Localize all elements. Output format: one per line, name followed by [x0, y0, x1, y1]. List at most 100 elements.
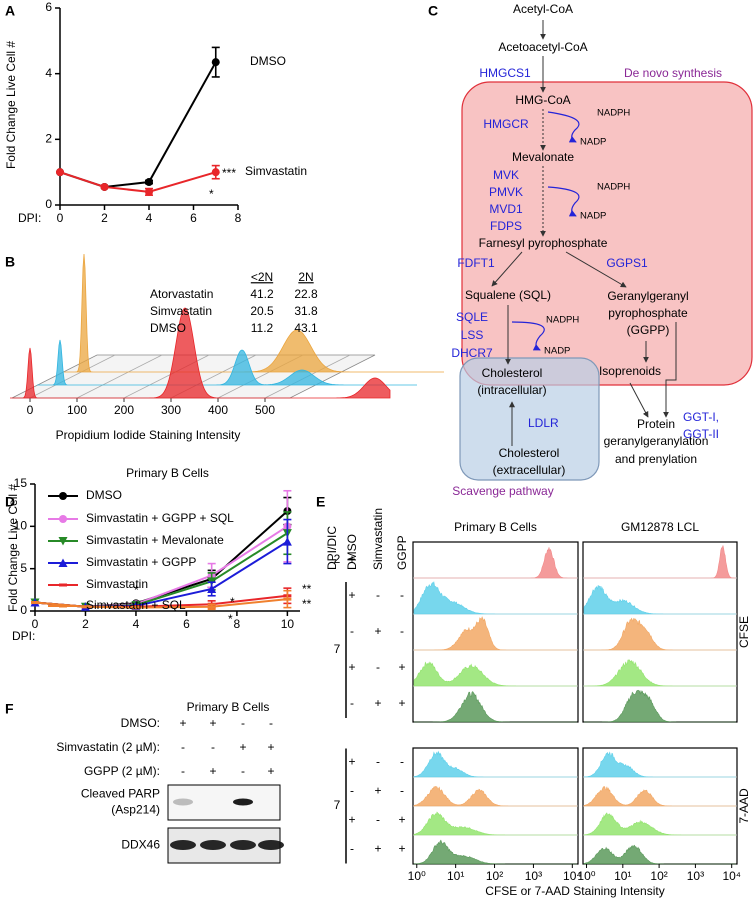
arrow: [663, 322, 677, 418]
marker: [131, 606, 140, 610]
series-line: [59, 171, 217, 193]
blot-frame: [167, 784, 281, 821]
y-tick-label: 10: [14, 519, 28, 533]
annotation: *: [228, 612, 233, 626]
histogram: [413, 661, 577, 687]
condition-sign: -: [269, 716, 273, 730]
y-tick-label: 15: [14, 476, 28, 490]
legend-label: Simvastatin + SQL: [86, 598, 186, 612]
grid-line: [76, 354, 163, 399]
enzyme: FDPS: [490, 219, 522, 233]
histogram: [584, 689, 736, 723]
region-label: De novo synthesis: [624, 66, 722, 80]
node: pyrophosphate: [608, 306, 688, 320]
stain-label: CFSE: [737, 616, 751, 648]
x-tick-label: 0: [27, 403, 34, 417]
condition-sign: +: [398, 842, 405, 856]
table-row-label: Atorvastatin: [150, 287, 213, 301]
annotation: **: [302, 597, 312, 611]
table-cell: 20.5: [250, 304, 274, 318]
condition-sign: -: [376, 755, 380, 769]
condition-sign: -: [241, 716, 245, 730]
histogram: [413, 750, 577, 778]
arrow: [491, 251, 523, 287]
marker: [211, 58, 220, 67]
blot-band: [200, 840, 226, 850]
condition-sign: -: [400, 784, 404, 798]
arrow: [565, 251, 627, 288]
region-label: Scavenge pathway: [452, 484, 553, 498]
legend-label: Simvastatin: [86, 577, 148, 591]
cofactor: NADP: [580, 211, 606, 222]
column-header: DPI/DIC: [325, 526, 339, 570]
x-tick-label: 8: [234, 617, 241, 631]
histogram: [414, 616, 577, 651]
x-tick-label: 2: [101, 211, 108, 225]
condition-sign: -: [350, 696, 354, 710]
x-tick-label: 4: [133, 617, 140, 631]
condition-sign: +: [348, 552, 355, 566]
dpi-label: 2: [334, 552, 341, 566]
histogram-frame: [582, 541, 738, 723]
x-tick-label: 10⁰: [408, 869, 426, 883]
condition-sign: +: [374, 696, 381, 710]
marker: [282, 537, 292, 546]
x-tick-label: 8: [235, 211, 242, 225]
y-axis-label: Fold Change Live Cell #: [6, 484, 20, 612]
annotation: ***: [222, 166, 236, 180]
enzyme: MVD1: [489, 202, 523, 216]
y-tick-label: 0: [45, 197, 52, 211]
node: Protein: [637, 417, 675, 431]
x-axis-label: DPI:: [12, 629, 35, 643]
enzyme: LDLR: [528, 416, 559, 430]
condition-sign: -: [181, 740, 185, 754]
grid-line: [29, 354, 116, 399]
x-tick-label: 100: [67, 403, 87, 417]
histogram: [10, 307, 391, 399]
condition-sign: +: [179, 716, 186, 730]
node: geranylgeranylation: [604, 434, 709, 448]
y-tick-label: 4: [45, 66, 52, 80]
condition-sign: -: [211, 740, 215, 754]
condition-sign: -: [400, 624, 404, 638]
column-title: Primary B Cells: [454, 520, 537, 534]
legend-marker: [58, 537, 68, 546]
y-tick-label: 5: [20, 561, 27, 575]
legend-marker: [58, 558, 68, 567]
chart-title: Primary B Cells: [126, 466, 209, 480]
column-header: GGPP: [395, 535, 409, 570]
condition-label: GGPP (2 µM):: [84, 764, 160, 778]
panel-label: A: [5, 3, 15, 19]
condition-sign: -: [241, 764, 245, 778]
node: Squalene (SQL): [465, 288, 551, 302]
cofactor-arrow: [547, 111, 580, 143]
y-tick-label: 0: [20, 603, 27, 617]
legend-label: Simvastatin + GGPP + SQL: [86, 511, 234, 525]
legend-marker: [59, 583, 67, 587]
condition-sign: +: [374, 784, 381, 798]
x-tick-label: 10¹: [447, 869, 464, 883]
node: Acetyl-CoA: [513, 2, 573, 16]
node: (GGPP): [627, 323, 670, 337]
cofactor-arrow: [511, 321, 545, 351]
blot-label: Cleaved PARP: [81, 787, 160, 801]
condition-sign: -: [376, 588, 380, 602]
histogram: [583, 659, 736, 687]
legend-label: Simvastatin: [245, 164, 307, 178]
enzyme: MVK: [493, 168, 519, 182]
legend-label: DMSO: [86, 488, 122, 502]
blot-band: [170, 840, 196, 850]
node: Farnesyl pyrophosphate: [479, 236, 608, 250]
x-tick-label: 10²: [486, 869, 503, 883]
legend-marker: [59, 604, 67, 608]
histogram: [583, 751, 736, 778]
pathway-diagram: Acetyl-CoA Acetoacetyl-CoA HMGCS1 De nov…: [451, 2, 753, 498]
marker: [56, 168, 64, 177]
series-line: [59, 61, 217, 188]
condition-sign: -: [400, 755, 404, 769]
panel-label: C: [428, 3, 438, 19]
marker: [283, 597, 292, 601]
blot-label: DDX46: [121, 838, 160, 852]
table-cell: 11.2: [251, 321, 274, 335]
condition-sign: +: [398, 660, 405, 674]
